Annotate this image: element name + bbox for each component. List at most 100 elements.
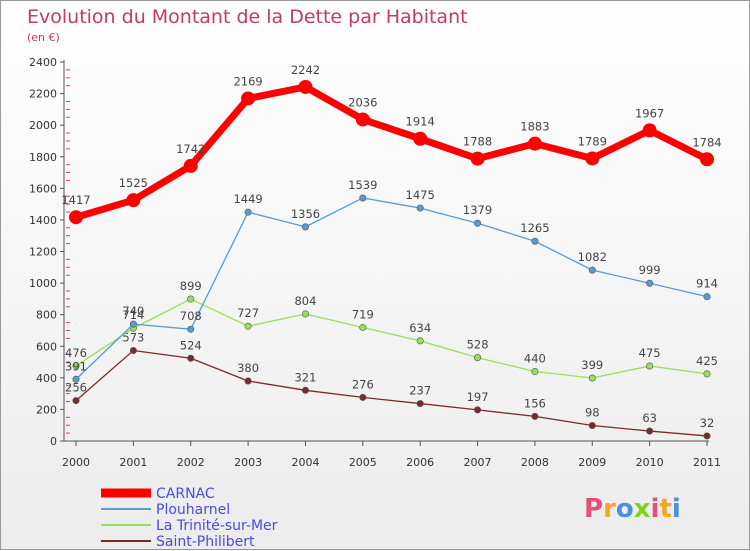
data-point [588, 374, 596, 382]
data-label: 914 [696, 277, 718, 291]
data-label: 256 [65, 381, 87, 395]
data-point [646, 427, 654, 435]
data-point [72, 362, 80, 370]
data-label: 1784 [692, 135, 721, 149]
data-point [588, 266, 596, 274]
data-point [585, 151, 600, 166]
data-label: 380 [237, 361, 259, 375]
data-label: 237 [409, 384, 431, 398]
logo-letter: P [584, 494, 603, 524]
data-label: 197 [467, 390, 489, 404]
logo-letter: o [616, 494, 634, 524]
data-label: 708 [180, 309, 202, 323]
data-label: 475 [639, 346, 661, 360]
series-line [75, 197, 708, 380]
series-3: 256 573 524 380 321 276 237 197 156 98 63 32 [65, 331, 714, 440]
data-point [527, 136, 542, 151]
data-label: 1525 [119, 176, 148, 190]
data-point [474, 354, 482, 362]
data-point [301, 386, 309, 394]
x-tick-label: 2005 [349, 456, 377, 469]
data-label: 1265 [520, 221, 549, 235]
x-tick-label: 2004 [291, 456, 319, 469]
data-point [703, 432, 711, 440]
data-point [244, 208, 252, 216]
y-tick-label: 2200 [29, 88, 57, 101]
data-point [187, 354, 195, 362]
data-label: 32 [700, 416, 715, 430]
x-tick-label: 2001 [119, 456, 147, 469]
data-label: 1539 [348, 178, 377, 192]
data-label: 573 [122, 331, 144, 345]
data-label: 899 [180, 279, 202, 293]
data-point [244, 377, 252, 385]
data-point [703, 370, 711, 378]
data-label: 1417 [61, 193, 90, 207]
data-label: 1967 [635, 106, 664, 120]
x-tick-label: 2002 [177, 456, 205, 469]
data-point [416, 337, 424, 345]
data-label: 1356 [291, 207, 320, 221]
y-tick-label: 1600 [29, 182, 57, 195]
data-label: 1742 [176, 142, 205, 156]
data-point [531, 237, 539, 245]
data-point [359, 393, 367, 401]
y-tick-label: 600 [36, 340, 57, 353]
data-label: 156 [524, 396, 546, 410]
data-label: 391 [65, 359, 87, 373]
chart-subtitle: (en €) [27, 31, 60, 44]
data-point [474, 219, 482, 227]
data-point [359, 323, 367, 331]
data-label: 399 [581, 358, 603, 372]
data-label: 321 [294, 370, 316, 384]
data-label: 1475 [406, 188, 435, 202]
data-point [301, 223, 309, 231]
y-tick-label: 1800 [29, 151, 57, 164]
legend-label: Plouharnel [156, 502, 230, 518]
data-label: 1082 [578, 250, 607, 264]
data-label: 740 [122, 304, 144, 318]
data-point [72, 397, 80, 405]
data-label: 727 [237, 306, 259, 320]
logo-letter: t [659, 494, 671, 524]
series-line [75, 349, 708, 437]
y-tick-label: 400 [36, 372, 57, 385]
data-label: 524 [180, 338, 202, 352]
data-label: 1914 [406, 115, 435, 129]
x-tick-label: 2009 [578, 456, 606, 469]
y-tick-label: 0 [50, 435, 57, 448]
logo-letter: i [651, 494, 660, 524]
series-line [75, 298, 708, 379]
data-point [301, 310, 309, 318]
series-2: 476 714 899 727 804 719 634 528 440 399 475 425 [65, 279, 718, 382]
data-label: 1788 [463, 135, 492, 149]
data-point [416, 400, 424, 408]
data-point [531, 368, 539, 376]
proxiti-logo-text: Proxiti [584, 494, 681, 524]
data-label: 1883 [520, 120, 549, 134]
data-label: 63 [642, 411, 657, 425]
data-point [703, 293, 711, 301]
data-label: 2036 [348, 95, 377, 109]
data-point [642, 123, 657, 138]
data-point [187, 325, 195, 333]
data-label: 804 [294, 294, 316, 308]
logo-letter: x [634, 494, 651, 524]
x-tick-label: 2010 [636, 456, 664, 469]
data-point [244, 322, 252, 330]
legend-label: La Trinité-sur-Mer [156, 518, 278, 534]
data-point [588, 422, 596, 430]
x-tick-label: 2006 [406, 456, 434, 469]
y-tick-label: 2000 [29, 119, 57, 132]
x-tick-label: 2000 [62, 456, 90, 469]
data-point [129, 347, 137, 355]
data-point [413, 131, 428, 146]
legend-label: Saint-Philibert [156, 534, 255, 550]
axes: 0 200 400 600 800 1000 1200 1400 1600 1800 2000 220… [29, 56, 721, 469]
data-label: 1449 [233, 192, 262, 206]
y-tick-label: 800 [36, 309, 57, 322]
series-0: 1417 1525 1742 2169 2242 2036 1914 1788 1883 1789… [61, 63, 722, 225]
logo-letter: i [672, 494, 681, 524]
data-point [646, 279, 654, 287]
